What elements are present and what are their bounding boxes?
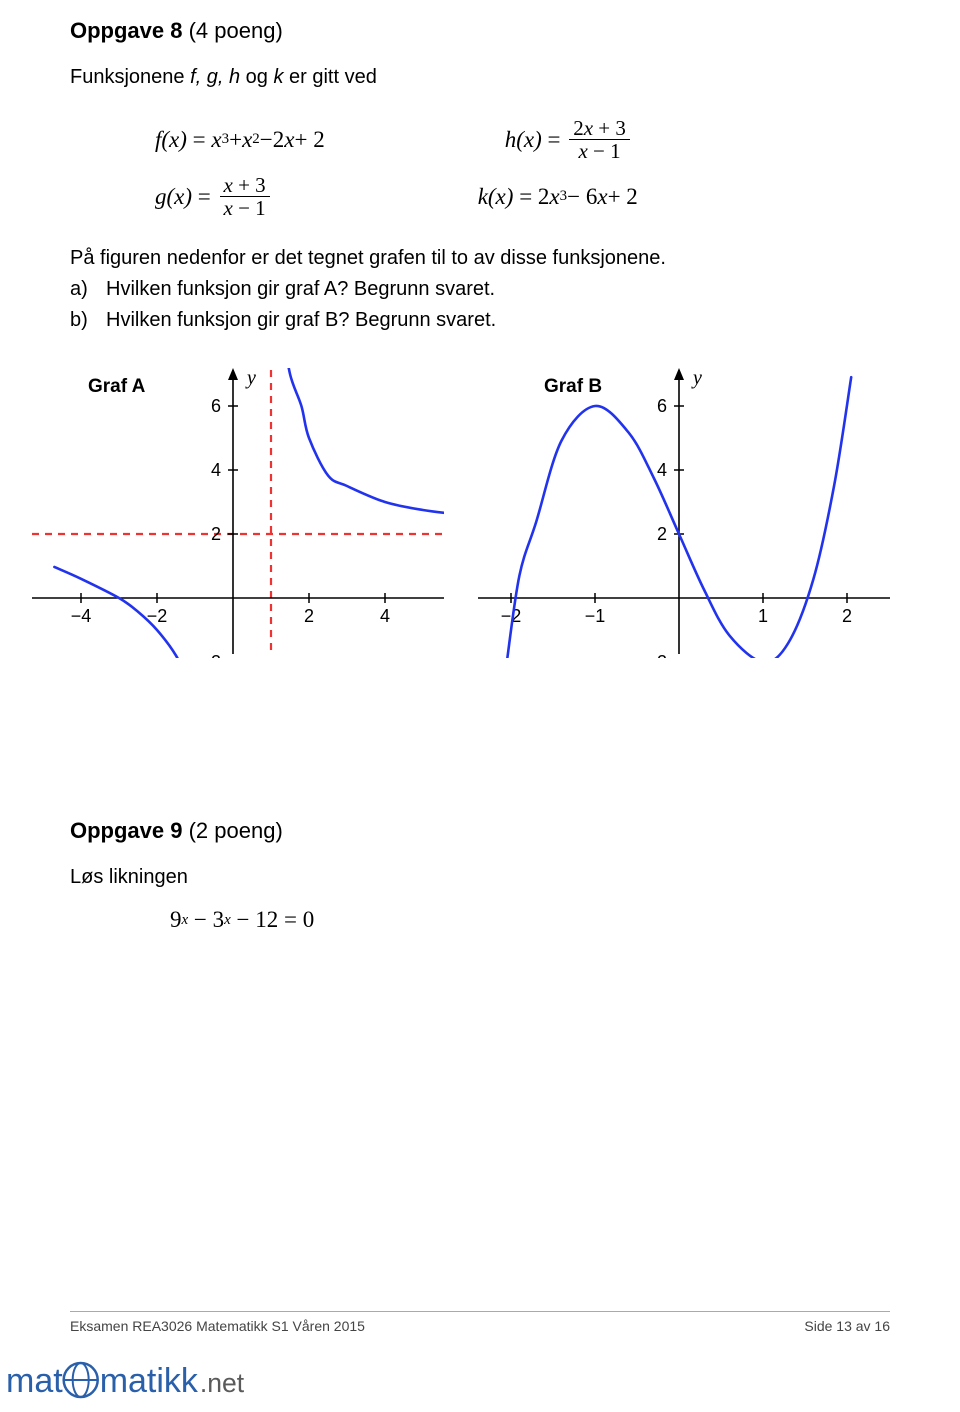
- task8-title-rest: (4 poeng): [182, 18, 282, 43]
- svg-text:Graf B: Graf B: [544, 376, 602, 397]
- page-footer: Eksamen REA3026 Matematikk S1 Våren 2015…: [70, 1311, 890, 1334]
- footer-left: Eksamen REA3026 Matematikk S1 Våren 2015: [70, 1318, 365, 1334]
- site-logo: mat matikk .net: [2, 1352, 332, 1406]
- svg-text:−2: −2: [200, 652, 221, 658]
- intro-k: k: [273, 66, 283, 88]
- svg-text:4: 4: [211, 460, 221, 480]
- svg-text:−1: −1: [585, 606, 606, 626]
- svg-text:6: 6: [211, 396, 221, 416]
- question-b: b) Hvilken funksjon gir graf B? Begrunn …: [70, 309, 890, 332]
- intro-post: er gitt ved: [283, 66, 376, 88]
- qb-label: b): [70, 309, 106, 332]
- svg-text:1: 1: [758, 606, 768, 626]
- svg-text:Graf A: Graf A: [88, 376, 146, 397]
- charts-row: −4−2246−2246xyGraf A −2−112−2246xyGraf B: [28, 368, 890, 658]
- task8-title-bold: Oppgave 8: [70, 18, 182, 43]
- svg-text:−2: −2: [646, 652, 667, 658]
- svg-text:2: 2: [842, 606, 852, 626]
- equations-row-1: f(x) = x3 + x2 − 2x + 2 h(x) = 2x + 3 x …: [70, 117, 890, 162]
- task8-body: På figuren nedenfor er det tegnet grafen…: [70, 247, 890, 270]
- chart-b: −2−112−2246xyGraf B: [474, 368, 890, 658]
- svg-text:y: y: [691, 368, 702, 389]
- intro-vars: f, g, h: [190, 66, 240, 88]
- question-a: a) Hvilken funksjon gir graf A? Begrunn …: [70, 278, 890, 301]
- intro-mid: og: [240, 66, 273, 88]
- qa-text: Hvilken funksjon gir graf A? Begrunn sva…: [106, 278, 495, 301]
- svg-text:−4: −4: [71, 606, 92, 626]
- task8-intro: Funksjonene f, g, h og k er gitt ved: [70, 66, 890, 89]
- task9-title-bold: Oppgave 9: [70, 818, 182, 843]
- chart-a: −4−2246−2246xyGraf A: [28, 368, 444, 658]
- svg-text:y: y: [245, 368, 256, 389]
- qa-label: a): [70, 278, 106, 301]
- logo-domain: .net: [200, 1368, 245, 1398]
- qb-text: Hvilken funksjon gir graf B? Begrunn sva…: [106, 309, 496, 332]
- g-equation: g(x) = x + 3 x − 1: [155, 174, 273, 219]
- svg-text:4: 4: [380, 606, 390, 626]
- task9-title: Oppgave 9 (2 poeng): [70, 818, 890, 844]
- task8-title: Oppgave 8 (4 poeng): [70, 18, 890, 44]
- task9-body: Løs likningen: [70, 866, 890, 889]
- svg-text:2: 2: [657, 524, 667, 544]
- svg-text:2: 2: [304, 606, 314, 626]
- footer-right: Side 13 av 16: [804, 1318, 890, 1334]
- svg-text:2: 2: [211, 524, 221, 544]
- f-equation: f(x) = x3 + x2 − 2x + 2: [155, 117, 325, 162]
- task9-equation: 9x − 3x − 12 = 0: [70, 907, 890, 933]
- svg-text:6: 6: [657, 396, 667, 416]
- h-equation: h(x) = 2x + 3 x − 1: [505, 117, 633, 162]
- intro-pre: Funksjonene: [70, 66, 190, 88]
- k-equation: k(x) = 2x3 − 6x + 2: [478, 174, 638, 219]
- task9-title-rest: (2 poeng): [182, 818, 282, 843]
- svg-text:4: 4: [657, 460, 667, 480]
- logo-pre: mat: [6, 1362, 63, 1400]
- logo-post: matikk: [100, 1362, 199, 1400]
- equations-row-2: g(x) = x + 3 x − 1 k(x) = 2x3 − 6x + 2: [70, 174, 890, 219]
